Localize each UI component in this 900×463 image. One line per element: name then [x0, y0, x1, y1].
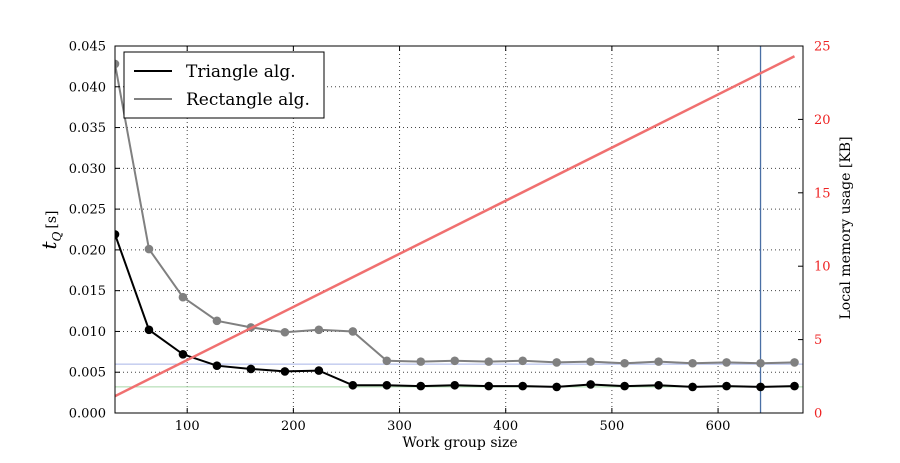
series-memory — [115, 55, 796, 398]
y-tick-label: 0.010 — [69, 325, 106, 340]
plot-frame — [114, 45, 804, 414]
data-point-rectangle — [314, 325, 324, 335]
x-tick-label: 500 — [599, 419, 624, 434]
tick-labels: 100 200 300 400 500 6000.0000.0050.0100.0150.… — [69, 40, 831, 435]
right-axis-label: Local memory usage [KB] — [838, 136, 854, 319]
grid-lines — [115, 46, 803, 413]
data-point-triangle — [178, 349, 188, 359]
data-point-rectangle — [144, 244, 154, 254]
series-rectangle — [115, 59, 799, 368]
x-tick-label: 100 — [175, 419, 200, 434]
data-point-triangle — [348, 380, 358, 390]
data-point-rectangle — [382, 356, 392, 366]
x-tick-label: 400 — [493, 419, 518, 434]
y-tick-label: 0.020 — [69, 243, 106, 258]
y-axis-label-symbol: t — [37, 241, 61, 250]
data-point-triangle — [586, 380, 595, 389]
right-y-tick-label: 5 — [814, 333, 822, 348]
data-point-triangle — [246, 364, 256, 374]
y-tick-label: 0.005 — [69, 366, 106, 381]
data-point-rectangle — [688, 358, 697, 368]
y-axis-label-unit: [s] — [44, 211, 60, 229]
y-axis-label-subscript: Q — [50, 231, 64, 241]
data-point-rectangle — [756, 358, 765, 368]
data-point-rectangle — [212, 316, 222, 326]
x-tick-label: 200 — [281, 419, 306, 434]
data-point-triangle — [654, 380, 663, 390]
data-point-rectangle — [722, 358, 731, 367]
data-series — [115, 55, 799, 398]
right-y-tick-label: 10 — [814, 260, 831, 275]
data-point-triangle — [144, 325, 154, 335]
data-point-triangle — [722, 381, 731, 391]
y-tick-label: 0.035 — [69, 121, 106, 136]
data-point-triangle — [450, 380, 460, 390]
data-point-triangle — [115, 230, 120, 239]
right-y-tick-label: 25 — [814, 40, 831, 55]
data-point-rectangle — [115, 59, 120, 69]
data-point-triangle — [280, 367, 290, 376]
data-point-triangle — [314, 366, 324, 375]
data-point-rectangle — [280, 327, 290, 337]
y-tick-label: 0.000 — [69, 407, 106, 422]
data-point-rectangle — [518, 356, 528, 366]
right-y-tick-label: 0 — [814, 407, 822, 422]
data-point-triangle — [756, 382, 765, 392]
data-point-triangle — [416, 381, 426, 391]
y-tick-label: 0.025 — [69, 203, 106, 218]
legend: Triangle alg. Rectangle alg. — [123, 51, 325, 119]
right-y-tick-label: 15 — [814, 186, 831, 201]
memory-usage-line — [115, 55, 796, 398]
series-triangle — [115, 230, 799, 392]
data-point-rectangle — [348, 327, 358, 336]
legend-box — [123, 51, 325, 119]
data-point-triangle — [212, 361, 222, 370]
data-point-rectangle — [654, 357, 663, 366]
y-tick-label: 0.040 — [69, 80, 106, 95]
data-point-rectangle — [450, 356, 460, 366]
x-tick-label: 600 — [706, 419, 731, 434]
x-tick-label: 300 — [387, 419, 412, 434]
data-point-triangle — [552, 382, 561, 392]
data-point-triangle — [688, 382, 697, 392]
legend-label-rectangle: Rectangle alg. — [186, 90, 310, 110]
right-y-tick-label: 20 — [814, 113, 831, 128]
y-tick-label: 0.045 — [69, 40, 106, 55]
data-point-triangle — [382, 380, 392, 390]
legend-label-triangle: Triangle alg. — [186, 62, 296, 82]
data-point-triangle — [518, 381, 528, 391]
data-point-triangle — [484, 381, 494, 391]
y-tick-label: 0.030 — [69, 162, 106, 177]
data-point-triangle — [790, 381, 799, 391]
data-point-triangle — [620, 381, 629, 391]
data-point-rectangle — [620, 358, 629, 368]
data-point-rectangle — [552, 358, 561, 367]
x-axis-label: Work group size — [402, 435, 517, 451]
data-point-rectangle — [178, 292, 188, 302]
data-point-rectangle — [484, 357, 494, 366]
data-point-rectangle — [790, 358, 799, 367]
axis-ticks — [115, 45, 803, 414]
y-tick-label: 0.015 — [69, 284, 106, 299]
y-axis-label: tQ [s] — [37, 211, 64, 250]
data-point-rectangle — [416, 357, 426, 366]
data-point-rectangle — [586, 357, 595, 366]
